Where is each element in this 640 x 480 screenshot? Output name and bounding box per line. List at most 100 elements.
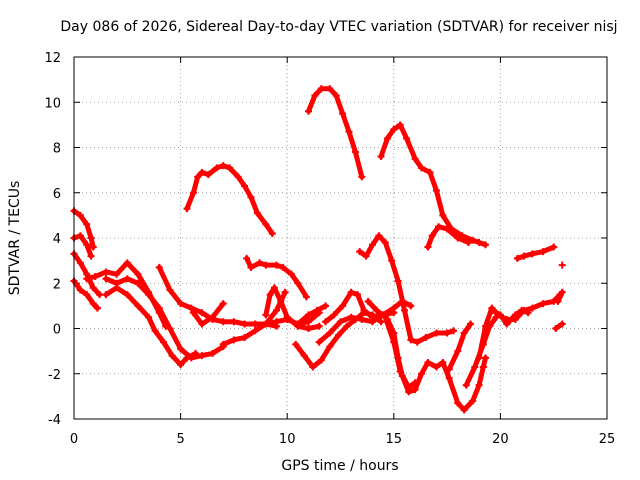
series-arc-25 — [445, 320, 475, 373]
data-point — [554, 297, 562, 305]
data-point — [102, 291, 110, 299]
data-point — [247, 193, 255, 201]
data-point — [302, 293, 310, 301]
y-tick-label: 10 — [44, 96, 61, 111]
data-point — [390, 338, 398, 346]
series-line — [306, 86, 365, 180]
data-point — [539, 300, 547, 308]
data-point — [300, 352, 308, 360]
data-point — [192, 349, 200, 357]
data-point — [558, 261, 566, 269]
data-point — [219, 162, 227, 170]
data-point — [177, 361, 185, 369]
data-point — [411, 155, 419, 163]
data-point — [443, 329, 451, 337]
data-point — [317, 356, 325, 364]
data-point — [160, 338, 168, 346]
data-point — [424, 358, 432, 366]
x-tick-labels: 0 5 10 15 20 25 — [70, 432, 615, 447]
data-point — [247, 263, 255, 271]
data-point — [123, 275, 131, 283]
data-point — [407, 302, 415, 310]
data-point — [488, 304, 496, 312]
data-point — [454, 234, 462, 242]
data-point — [83, 275, 91, 283]
data-point — [432, 329, 440, 337]
data-point — [322, 302, 330, 310]
data-point — [358, 315, 366, 323]
data-point — [189, 189, 197, 197]
data-point — [422, 334, 430, 342]
data-point — [330, 311, 338, 319]
data-point — [396, 121, 404, 129]
x-tick-label: 5 — [176, 432, 184, 447]
chart-title: Day 086 of 2026, Sidereal Day-to-day VTE… — [60, 19, 617, 35]
data-point — [339, 302, 347, 310]
series-line — [184, 163, 275, 236]
x-tick-label: 20 — [492, 432, 509, 447]
series-arc-20 — [356, 232, 457, 346]
data-point — [241, 320, 249, 328]
data-point — [241, 334, 249, 342]
series-line — [357, 233, 456, 345]
data-point — [251, 327, 259, 335]
series-line — [71, 233, 94, 259]
data-point — [87, 252, 95, 260]
data-point — [528, 250, 536, 258]
data-point — [305, 311, 313, 319]
data-point — [83, 291, 91, 299]
data-point — [145, 313, 153, 321]
data-point — [270, 284, 278, 292]
series-arc-24 — [424, 223, 472, 251]
series-line — [295, 303, 329, 327]
data-point — [262, 220, 270, 228]
data-point — [123, 291, 131, 299]
y-tick-label: 2 — [53, 277, 61, 292]
data-point — [89, 284, 97, 292]
data-point — [471, 363, 479, 371]
data-point — [198, 320, 206, 328]
data-point — [311, 91, 319, 99]
data-point — [226, 164, 234, 172]
data-point — [469, 397, 477, 405]
data-point — [253, 209, 261, 217]
data-point — [503, 315, 511, 323]
series-arc-12 — [243, 254, 310, 301]
data-point — [364, 297, 372, 305]
data-point — [373, 306, 381, 314]
data-point — [93, 304, 101, 312]
series-line — [156, 264, 279, 329]
data-point — [166, 325, 174, 332]
data-point — [345, 128, 353, 136]
data-point — [155, 263, 163, 271]
data-point — [356, 248, 364, 256]
data-point — [102, 275, 110, 283]
y-tick-label: 0 — [53, 323, 61, 338]
data-point — [435, 223, 443, 231]
data-point — [388, 257, 396, 265]
data-point — [251, 320, 259, 328]
data-point — [445, 365, 453, 373]
data-point — [411, 379, 419, 387]
data-point — [155, 309, 163, 317]
data-point — [394, 277, 402, 285]
grid — [74, 57, 607, 419]
data-point — [87, 234, 95, 242]
series-line — [378, 122, 488, 248]
series-line — [446, 321, 474, 372]
y-tick-label: 4 — [53, 232, 61, 247]
series-line — [190, 301, 226, 327]
series-line — [323, 289, 414, 325]
data-point — [262, 261, 270, 269]
data-point — [230, 318, 238, 326]
data-point — [454, 399, 462, 407]
y-tick-labels: -4 -2 0 2 4 6 8 10 12 — [44, 51, 61, 428]
series-arc-23 — [377, 121, 489, 249]
data-point — [390, 309, 398, 317]
data-point — [243, 254, 251, 262]
data-point — [445, 374, 453, 382]
data-point — [281, 288, 289, 296]
data-point — [347, 313, 355, 321]
series-arc-7 — [83, 259, 170, 330]
data-point — [198, 352, 206, 360]
